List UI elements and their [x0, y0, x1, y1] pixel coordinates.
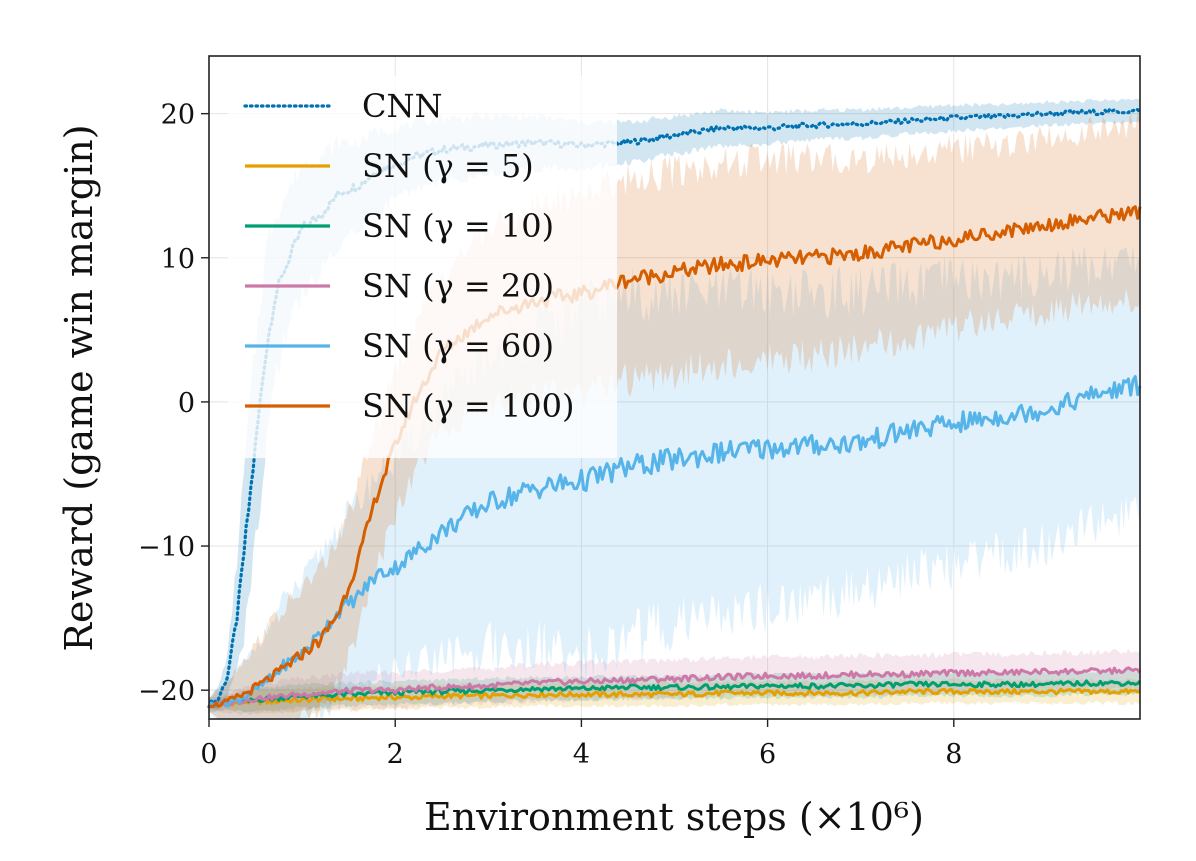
legend-label: SN (γ = 60) [362, 327, 554, 365]
y-axis-title: Reward (game win margin) [57, 124, 101, 651]
x-tick-label: 0 [200, 739, 217, 770]
confidence-band [209, 678, 1140, 715]
confidence-band [209, 111, 1140, 719]
legend-label: CNN [362, 87, 442, 125]
tick-layer: 0 2 4 6 8 −20 −10 0 10 20 [138, 100, 962, 770]
legend-label: SN (γ = 10) [362, 207, 554, 245]
plot-frame [208, 55, 1141, 720]
series-line [207, 375, 1142, 709]
confidence-band-layer [209, 98, 1140, 719]
legend-label: SN (γ = 100) [362, 387, 574, 425]
confidence-band [209, 244, 1140, 719]
y-tick-label: 20 [161, 100, 195, 131]
y-tick-label: −20 [138, 676, 195, 707]
x-tick-label: 8 [945, 739, 962, 770]
series-line [208, 205, 1142, 709]
legend-label: SN (γ = 20) [362, 267, 554, 305]
y-tick-label: 10 [161, 244, 195, 275]
legend-label: SN (γ = 5) [362, 147, 534, 185]
confidence-band [209, 669, 1140, 713]
x-tick-label: 6 [759, 739, 776, 770]
x-tick-label: 2 [387, 739, 404, 770]
y-tick-label: −10 [138, 532, 195, 563]
x-tick-label: 4 [573, 739, 590, 770]
y-tick-label: 0 [178, 388, 195, 419]
legend-box [228, 76, 617, 458]
x-axis-title: Environment steps (×10⁶) [424, 795, 924, 839]
series-line [208, 679, 1142, 708]
series-line [208, 666, 1142, 708]
series-line [207, 687, 1141, 708]
legend: CNN SN (γ = 5) SN (γ = 10) SN (γ = 20) SN (γ… [228, 76, 617, 458]
